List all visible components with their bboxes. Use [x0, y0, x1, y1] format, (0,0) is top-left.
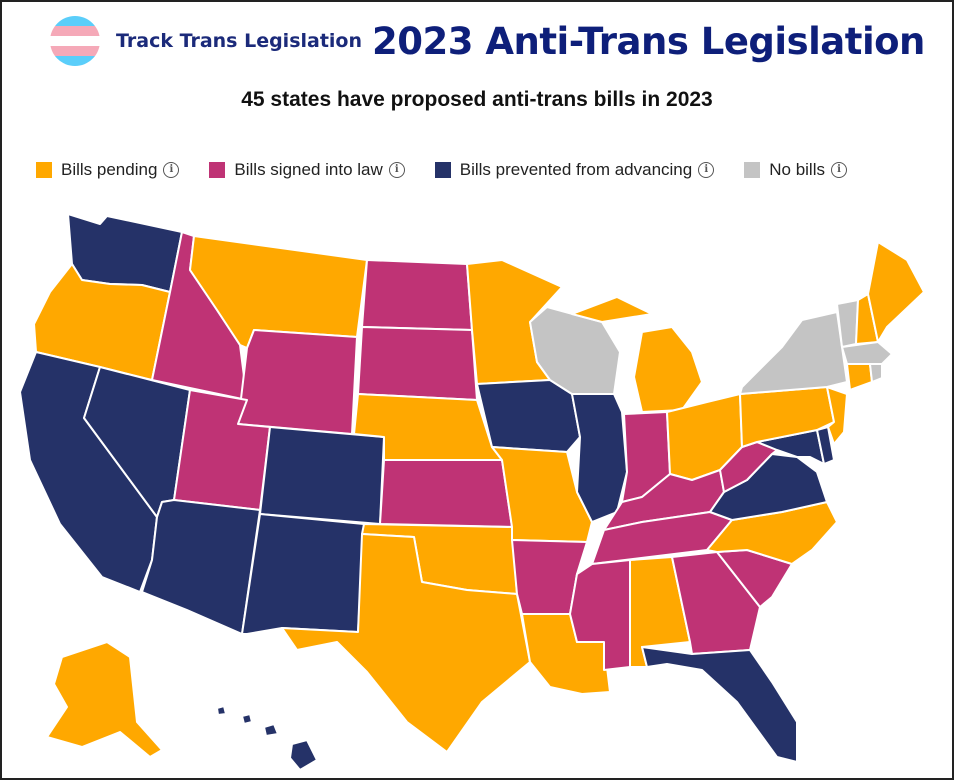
- legend-label: No bills: [769, 160, 825, 179]
- info-icon[interactable]: i: [698, 162, 715, 178]
- legend-swatch: [36, 162, 52, 178]
- legend-item-none: No bills i: [744, 160, 847, 180]
- state-nd[interactable]: [361, 259, 473, 331]
- state-nj[interactable]: [826, 386, 848, 445]
- state-ia[interactable]: [476, 379, 581, 453]
- state-ct[interactable]: [846, 363, 873, 391]
- state-hi[interactable]: [216, 705, 318, 771]
- state-az[interactable]: [141, 499, 261, 635]
- legend-label: Bills signed into law: [234, 160, 383, 179]
- state-wy[interactable]: [237, 329, 358, 435]
- legend-swatch: [434, 162, 451, 178]
- page-subtitle: 45 states have proposed anti-trans bills…: [241, 88, 713, 111]
- state-ma[interactable]: [841, 341, 893, 365]
- page-title: 2023 Anti-Trans Legislation: [372, 20, 925, 63]
- state-mi[interactable]: [571, 296, 703, 413]
- state-ri[interactable]: [869, 363, 883, 383]
- info-icon[interactable]: i: [830, 162, 847, 178]
- legend: Bills pending i Bills signed into law i …: [36, 160, 877, 180]
- state-ks[interactable]: [379, 459, 513, 528]
- state-sd[interactable]: [357, 326, 478, 401]
- legend-item-pending: Bills pending i: [36, 160, 180, 180]
- info-icon[interactable]: i: [388, 162, 405, 178]
- legend-label: Bills pending: [61, 160, 158, 179]
- state-de[interactable]: [816, 426, 835, 465]
- legend-item-signed: Bills signed into law i: [209, 160, 405, 180]
- flag-stripe: [50, 56, 100, 66]
- brand-logo[interactable]: Track Trans Legislation: [50, 16, 362, 66]
- state-me[interactable]: [867, 241, 925, 343]
- legend-swatch: [209, 162, 226, 178]
- flag-stripe: [50, 26, 100, 36]
- flag-stripe: [50, 16, 100, 26]
- state-tx[interactable]: [281, 533, 531, 753]
- state-ak[interactable]: [46, 641, 163, 758]
- legend-swatch: [744, 162, 761, 178]
- legend-item-prevented: Bills prevented from advancing i: [434, 160, 715, 180]
- state-co[interactable]: [259, 426, 385, 525]
- brand-name: Track Trans Legislation: [116, 30, 363, 52]
- trans-flag-icon: [50, 16, 100, 66]
- flag-stripe: [50, 36, 100, 46]
- info-icon[interactable]: i: [163, 162, 180, 178]
- state-fl[interactable]: [641, 646, 798, 763]
- state-ny[interactable]: [739, 311, 848, 395]
- state-nm[interactable]: [241, 513, 365, 635]
- flag-stripe: [50, 46, 100, 56]
- legend-label: Bills prevented from advancing: [459, 160, 693, 179]
